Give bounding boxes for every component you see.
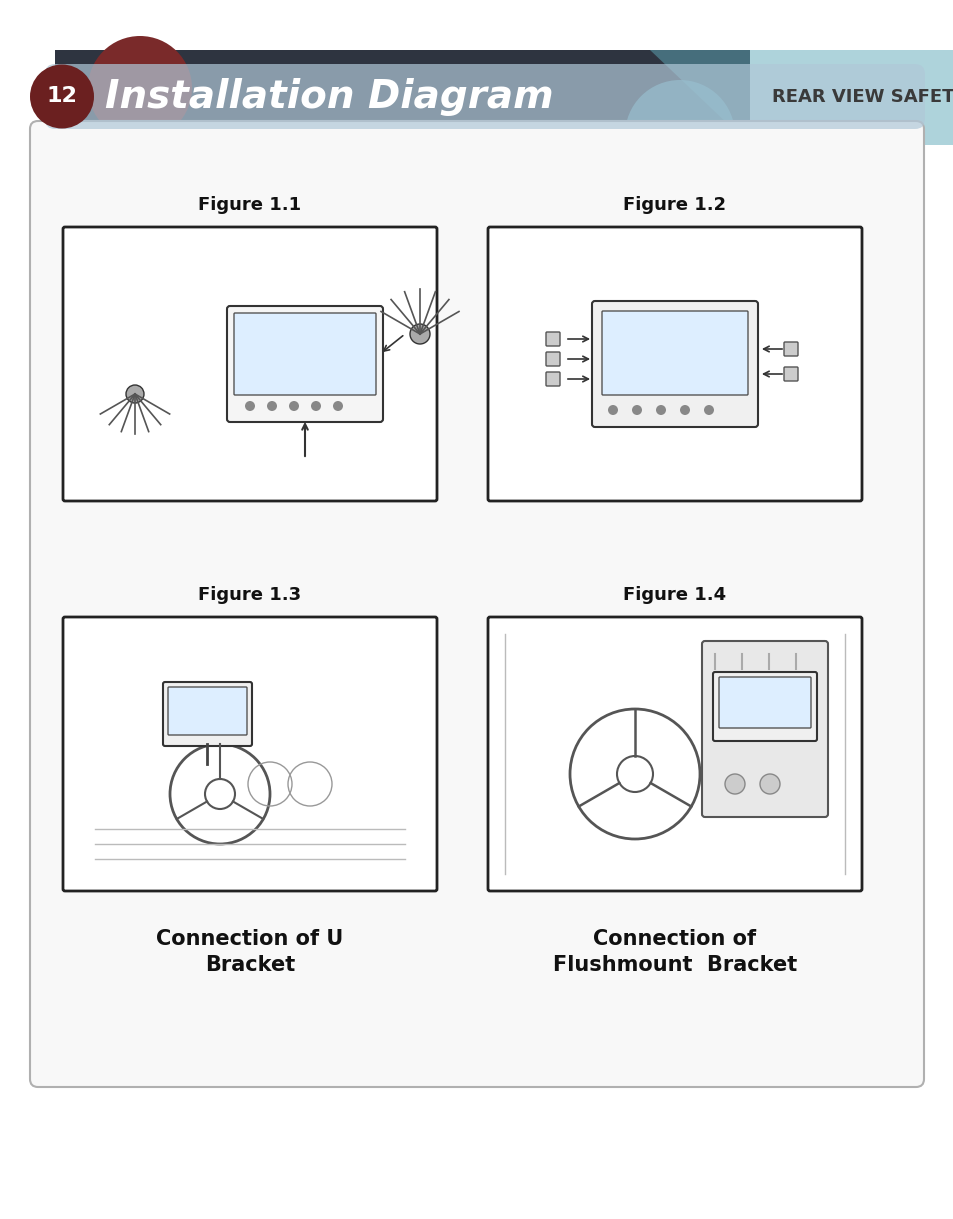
FancyBboxPatch shape [63,617,436,891]
FancyArrowPatch shape [567,336,588,341]
FancyBboxPatch shape [783,367,797,382]
Circle shape [760,774,780,794]
Circle shape [631,405,641,414]
FancyBboxPatch shape [227,306,382,422]
FancyBboxPatch shape [488,617,862,891]
FancyBboxPatch shape [545,352,559,366]
FancyBboxPatch shape [30,121,923,1087]
Circle shape [289,401,298,411]
FancyBboxPatch shape [45,65,924,129]
Text: Figure 1.2: Figure 1.2 [622,196,726,215]
Text: REAR VIEW SAFETY: REAR VIEW SAFETY [771,88,953,106]
FancyBboxPatch shape [163,681,252,746]
Circle shape [624,80,734,190]
FancyBboxPatch shape [592,301,758,427]
FancyBboxPatch shape [545,372,559,386]
Circle shape [656,405,665,414]
Circle shape [724,774,744,794]
FancyBboxPatch shape [701,641,827,817]
Circle shape [679,405,689,414]
FancyArrowPatch shape [567,377,588,382]
FancyBboxPatch shape [719,677,810,728]
Text: Figure 1.4: Figure 1.4 [622,586,726,603]
Text: Installation Diagram: Installation Diagram [105,78,553,117]
Circle shape [267,401,276,411]
Text: Connection of
Flushmount  Bracket: Connection of Flushmount Bracket [553,929,797,975]
FancyArrowPatch shape [567,356,588,362]
Circle shape [311,401,320,411]
Text: Figure 1.3: Figure 1.3 [198,586,301,603]
FancyBboxPatch shape [601,311,747,395]
Circle shape [703,405,713,414]
Polygon shape [649,50,953,145]
Circle shape [333,401,343,411]
FancyArrowPatch shape [762,346,781,352]
Circle shape [126,385,144,403]
FancyBboxPatch shape [545,332,559,346]
FancyArrowPatch shape [762,372,781,377]
Circle shape [245,401,254,411]
Text: Connection of U
Bracket: Connection of U Bracket [156,929,343,975]
FancyBboxPatch shape [55,50,749,145]
Text: Figure 1.1: Figure 1.1 [198,196,301,215]
Circle shape [607,405,618,414]
Circle shape [88,37,192,140]
Circle shape [410,324,430,344]
FancyBboxPatch shape [783,343,797,356]
FancyBboxPatch shape [233,313,375,395]
FancyBboxPatch shape [488,227,862,501]
Circle shape [30,65,94,128]
FancyBboxPatch shape [63,227,436,501]
FancyBboxPatch shape [712,672,816,741]
FancyBboxPatch shape [168,688,247,735]
Text: 12: 12 [47,87,77,106]
